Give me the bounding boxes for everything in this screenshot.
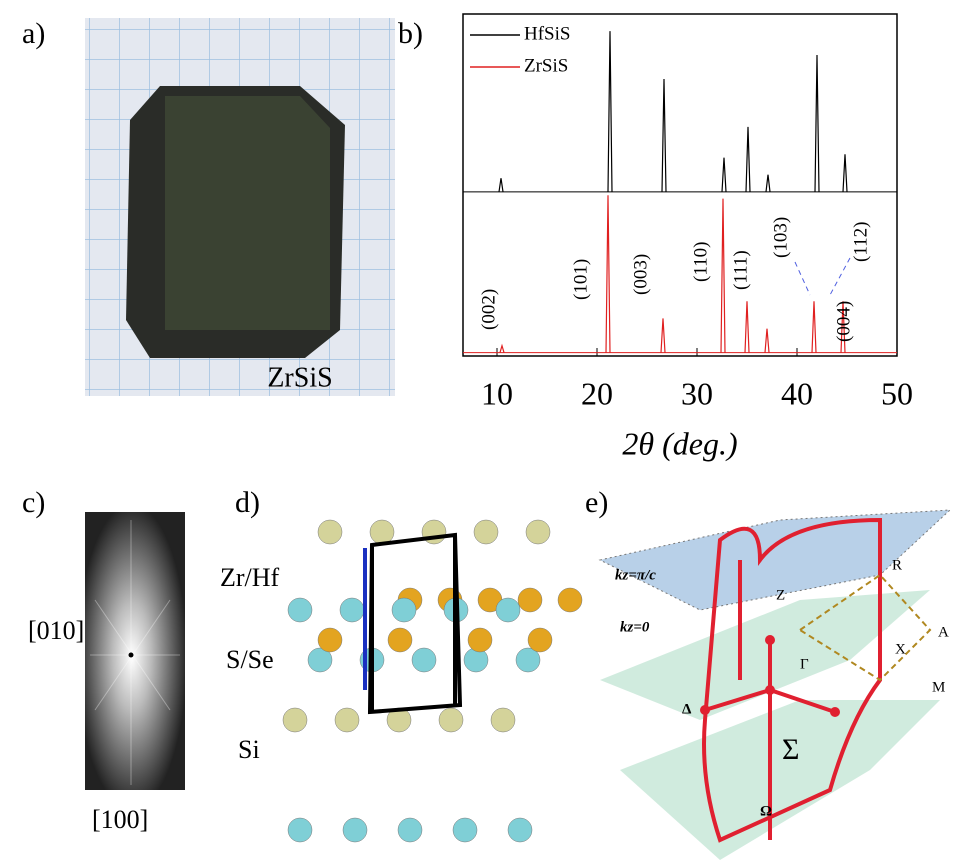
atom	[397, 817, 423, 843]
atom	[525, 519, 551, 545]
atom	[557, 587, 583, 613]
atom	[387, 627, 413, 653]
atom	[490, 707, 516, 733]
point-label: A	[938, 624, 949, 640]
peak	[814, 55, 820, 192]
legend-label: ZrSiS	[524, 55, 568, 76]
x-tick-label: 20	[581, 375, 613, 411]
peak	[745, 126, 751, 192]
sample-label: ZrSiS	[267, 362, 332, 393]
peak	[842, 154, 848, 192]
peak-label: (112)	[850, 222, 871, 262]
center-spot	[128, 652, 134, 658]
point-label: Σ	[782, 733, 799, 766]
peak	[605, 195, 611, 353]
point-label: R	[892, 557, 902, 573]
plane-top	[598, 509, 952, 611]
axis-label: [100]	[92, 805, 148, 834]
peak-labels: (002) (101) (003) (110) (111) (103) (004…	[478, 217, 871, 342]
atom	[452, 817, 478, 843]
x-tick-label: 40	[781, 375, 813, 411]
x-tick-label: 30	[681, 375, 713, 411]
peak-label: (004)	[833, 301, 854, 342]
plane-mid	[600, 590, 930, 720]
guide-line	[794, 257, 851, 296]
atom	[467, 627, 493, 653]
peak	[661, 78, 667, 192]
atom	[391, 597, 417, 623]
peak-label: (111)	[730, 250, 751, 290]
atom-label: S/Se	[226, 645, 274, 674]
atom	[317, 627, 343, 653]
atom	[287, 597, 313, 623]
peak-label: (003)	[630, 254, 651, 295]
peak	[498, 178, 504, 192]
peak-label: (103)	[770, 217, 791, 258]
legend-label: HfSiS	[524, 23, 570, 44]
point-label: X	[895, 641, 906, 657]
chart: 10 20 30 40 50 HfSiS ZrSiS	[463, 23, 913, 411]
peak	[721, 157, 727, 192]
point-label: Ω	[760, 803, 772, 819]
atom	[334, 707, 360, 733]
atom	[339, 597, 365, 623]
crystal-structure	[282, 519, 583, 843]
peak	[765, 174, 771, 192]
x-tick-label: 50	[881, 375, 913, 411]
plane-label: kz=0	[620, 619, 650, 635]
peak-label: (002)	[478, 289, 499, 330]
plane-label: kz=π/c	[615, 567, 656, 583]
point-label: Γ	[800, 656, 809, 672]
atom	[495, 597, 521, 623]
atom	[282, 707, 308, 733]
point-label: Z	[776, 587, 785, 603]
panel-label: b)	[398, 17, 423, 50]
points	[700, 635, 840, 717]
peak	[607, 31, 613, 192]
zone-outline	[798, 573, 932, 682]
atom	[515, 647, 541, 673]
atom	[369, 519, 395, 545]
fermi-surface	[702, 517, 882, 843]
atom	[342, 817, 368, 843]
peak	[499, 343, 505, 353]
peak	[811, 301, 817, 353]
atom	[438, 707, 464, 733]
peak-label: (110)	[690, 242, 711, 282]
panel-label: e)	[585, 486, 608, 519]
atom	[411, 647, 437, 673]
peak	[764, 328, 770, 353]
panel-label: a)	[22, 17, 45, 50]
axis-label: [010]	[28, 616, 84, 645]
diffraction-image	[85, 512, 185, 790]
peak-label: (101)	[570, 259, 591, 300]
plot-frame	[462, 13, 898, 357]
plane-bottom	[620, 700, 940, 860]
panel-label: d)	[235, 486, 260, 519]
atom	[527, 627, 553, 653]
atom-label: Zr/Hf	[220, 563, 280, 592]
atom	[317, 519, 343, 545]
x-axis-label: 2θ (deg.)	[622, 425, 737, 461]
atom	[463, 647, 489, 673]
peak	[744, 301, 750, 353]
atom	[307, 647, 333, 673]
peak	[660, 318, 666, 353]
atom	[517, 587, 543, 613]
point-label: Δ	[682, 701, 692, 717]
atom	[507, 817, 533, 843]
peak	[720, 198, 726, 353]
unit-cell	[367, 532, 463, 715]
point-label: M	[932, 679, 945, 695]
panel-label: c)	[22, 486, 45, 519]
atom	[287, 817, 313, 843]
x-tick-label: 10	[481, 375, 513, 411]
peak	[840, 301, 846, 353]
atom	[473, 519, 499, 545]
crystal-face	[165, 96, 330, 330]
atom-label: Si	[238, 735, 260, 764]
